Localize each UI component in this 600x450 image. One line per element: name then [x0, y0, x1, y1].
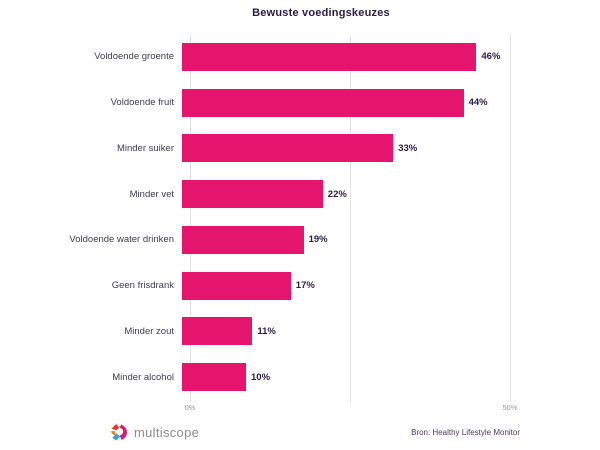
- value-label: 46%: [481, 51, 501, 63]
- bar-track: 19%: [182, 225, 592, 254]
- bar-track: 17%: [182, 271, 592, 300]
- value-label: 44%: [468, 97, 488, 109]
- category-label: Minder vet: [129, 188, 174, 200]
- category-label: Voldoende groente: [94, 51, 174, 63]
- bar-track: 11%: [182, 317, 592, 346]
- source-attribution: Bron: Healthy Lifestyle Monitor: [411, 428, 520, 437]
- bar-track: 46%: [182, 42, 592, 71]
- multiscope-logo-icon: [111, 424, 127, 441]
- bar: [182, 42, 477, 71]
- bar-row: Geen frisdrank 17%: [0, 263, 600, 309]
- bar-track: 33%: [182, 134, 592, 163]
- value-label: 33%: [398, 142, 418, 154]
- category-label: Geen frisdrank: [111, 280, 174, 292]
- bar-row: Minder vet 22%: [0, 171, 600, 217]
- category-label: Minder zout: [124, 325, 174, 337]
- bar: [182, 271, 291, 300]
- chart-title: Bewuste voedingskeuzes: [252, 7, 390, 19]
- bar-row: Minder zout 11%: [0, 309, 600, 355]
- value-label: 17%: [295, 280, 315, 292]
- category-label: Voldoende water drinken: [69, 234, 174, 246]
- bar: [182, 317, 253, 346]
- category-label: Minder alcohol: [112, 371, 174, 383]
- category-label: Minder suiker: [116, 142, 174, 154]
- bar: [182, 180, 323, 209]
- category-label: Voldoende fruit: [110, 97, 174, 109]
- bar-row: Voldoende water drinken 19%: [0, 217, 600, 263]
- gridline: [190, 34, 191, 402]
- bar: [182, 88, 464, 117]
- bar-track: 44%: [182, 88, 592, 117]
- value-label: 19%: [308, 234, 328, 246]
- value-label: 11%: [257, 325, 276, 337]
- gridline: [350, 34, 351, 402]
- bar-track: 10%: [182, 363, 592, 392]
- multiscope-logo: multiscope: [109, 422, 199, 442]
- x-axis-tick-label: 0%: [184, 403, 196, 412]
- x-axis-tick-label: 50%: [502, 403, 518, 412]
- bar-row: Voldoende fruit 44%: [0, 80, 600, 126]
- bar: [182, 134, 394, 163]
- value-label: 22%: [327, 188, 347, 200]
- value-label: 10%: [251, 371, 271, 383]
- bar-row: Minder alcohol 10%: [0, 354, 600, 400]
- bar-row: Minder suiker 33%: [0, 126, 600, 172]
- gridline: [510, 34, 511, 402]
- bar-rows: Voldoende groente 46% Voldoende fruit 44% Mi…: [0, 34, 600, 400]
- bar: [182, 225, 304, 254]
- plot-area: [190, 34, 511, 402]
- bar: [182, 363, 246, 392]
- logo-wordmark: multiscope: [134, 424, 200, 440]
- bar-track: 22%: [182, 180, 592, 209]
- bar-row: Voldoende groente 46%: [0, 34, 600, 80]
